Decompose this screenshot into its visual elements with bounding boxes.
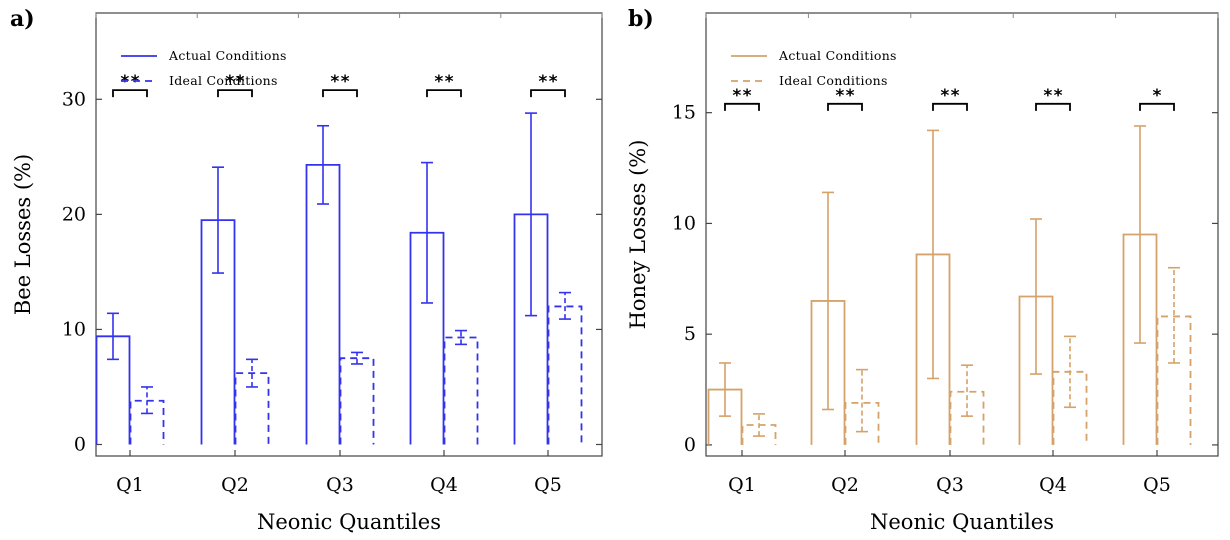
y-tick-label: 5 (684, 323, 696, 345)
bar-ideal (1156, 315, 1192, 445)
x-tick-label: Q2 (831, 474, 859, 496)
x-tick-label: Q2 (221, 474, 249, 496)
panel-label: a) (10, 6, 35, 32)
plot-frame (95, 12, 603, 457)
significance-bracket (932, 102, 968, 111)
bar-ideal (949, 390, 985, 445)
bar-ideal (234, 372, 270, 445)
x-axis-title: Neonic Quantiles (870, 510, 1054, 534)
x-tick-label: Q3 (326, 474, 354, 496)
significance-label: ** (835, 86, 855, 106)
y-tick-label: 0 (684, 434, 696, 456)
significance-label: ** (538, 72, 558, 92)
plot-frame (705, 12, 1219, 457)
significance-label: ** (120, 72, 140, 92)
significance-bracket (827, 102, 863, 111)
chart-panel-a: a) 0 10 20 30 Bee Losses (%) Q1 Q2 Q3 Q4 Q5 Neonic … (10, 6, 603, 534)
x-tick-label: Q4 (430, 474, 458, 496)
y-tick-label: 15 (672, 102, 696, 124)
x-tick-label: Q1 (728, 474, 756, 496)
y-tick-label: 10 (62, 318, 86, 340)
legend-label: Actual Conditions (778, 48, 897, 63)
significance-bracket (1035, 102, 1071, 111)
significance-bracket (112, 89, 148, 98)
bar-actual (305, 163, 341, 445)
bar-ideal (339, 357, 375, 445)
significance-label: * (1152, 86, 1162, 106)
x-tick-label: Q5 (534, 474, 562, 496)
x-tick-label: Q5 (1143, 474, 1171, 496)
significance-label: ** (1043, 86, 1063, 106)
significance-label: ** (732, 86, 752, 106)
x-axis-title: Neonic Quantiles (257, 510, 441, 534)
x-tick-label: Q1 (116, 474, 144, 496)
bar-ideal (844, 401, 880, 445)
bar-ideal (443, 336, 479, 445)
legend-label: Ideal Conditions (779, 73, 888, 88)
significance-label: ** (940, 86, 960, 106)
x-tick-label: Q3 (936, 474, 964, 496)
bar-ideal (129, 399, 165, 445)
significance-bracket (724, 102, 760, 111)
significance-bracket (1139, 102, 1175, 111)
legend-label: Actual Conditions (168, 48, 287, 63)
x-tick-label: Q4 (1039, 474, 1067, 496)
y-tick-label: 0 (74, 433, 86, 455)
significance-bracket (217, 89, 253, 98)
y-tick-label: 30 (62, 88, 86, 110)
y-axis-title: Honey Losses (%) (626, 140, 650, 330)
significance-label: ** (225, 72, 245, 92)
significance-label: ** (434, 72, 454, 92)
legend-label: Ideal Conditions (169, 73, 278, 88)
y-tick-label: 20 (62, 203, 86, 225)
y-axis-title: Bee Losses (%) (11, 154, 35, 315)
panel-label: b) (628, 6, 654, 32)
chart-panel-b: b) 0 5 10 15 Honey Losses (%) Q1 Q2 Q3 Q4 Q5 Neonic… (626, 6, 1219, 534)
y-tick-label: 10 (672, 212, 696, 234)
significance-bracket (530, 89, 566, 98)
bar-ideal (547, 305, 583, 445)
significance-bracket (426, 89, 462, 98)
significance-bracket (322, 89, 358, 98)
significance-label: ** (330, 72, 350, 92)
